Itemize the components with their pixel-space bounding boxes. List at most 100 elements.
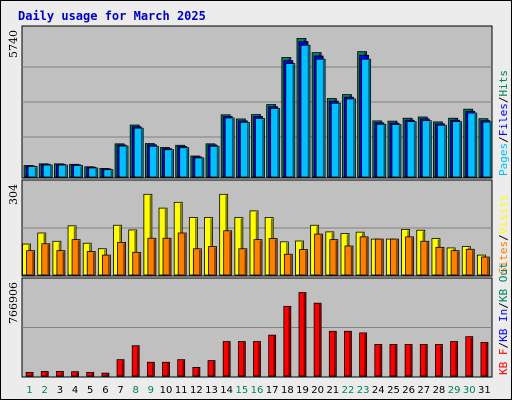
legend-sites-0: Sites [497, 241, 510, 274]
day-label-1: 1 [26, 385, 32, 396]
day-label-6: 6 [102, 385, 108, 396]
bar-sites-11 [177, 232, 187, 276]
legend-kb_in-2: KB In [497, 309, 510, 342]
bar-pages-27 [421, 120, 432, 178]
bar-kb_f-8 [131, 345, 140, 377]
bar-sites-1 [26, 250, 35, 276]
chart-title: Daily usage for March 2025 [18, 9, 206, 23]
legend-hits-4: Hits [497, 70, 510, 97]
bar-sites-20 [314, 233, 324, 276]
bar-pages-5 [88, 167, 99, 178]
day-label-28: 28 [433, 385, 446, 396]
legend-sep-1: / [497, 342, 510, 349]
bar-sites-9 [147, 237, 157, 276]
bar-kb_f-24 [374, 344, 383, 377]
legend-visits-sites: Sites/Visits [497, 195, 510, 275]
legend-kbytes: KB F/KB In/KB Out [497, 262, 510, 375]
bar-sites-10 [162, 237, 172, 276]
bar-pages-30 [467, 112, 478, 178]
bar-kb_f-25 [389, 344, 398, 377]
bar-sites-2 [41, 243, 51, 276]
bar-kb_f-3 [56, 371, 64, 377]
bar-kb_f-29 [450, 341, 458, 377]
day-label-19: 19 [296, 385, 309, 396]
bar-kb_f-4 [71, 371, 79, 377]
bar-sites-15 [238, 248, 248, 276]
legend-sep-1: / [497, 234, 510, 241]
bar-kb_f-23 [359, 332, 368, 377]
bar-kb_f-12 [192, 366, 201, 377]
legend-kb_f-0: KB F [497, 349, 510, 376]
day-label-20: 20 [311, 385, 324, 396]
bar-pages-16 [255, 118, 265, 178]
bar-sites-27 [420, 240, 430, 276]
day-label-4: 4 [72, 385, 78, 396]
ymax-label-visits-sites: 304 [7, 184, 20, 205]
day-label-16: 16 [251, 385, 264, 396]
day-label-3: 3 [57, 385, 63, 396]
day-label-11: 11 [175, 385, 188, 396]
bar-kb_f-19 [298, 292, 307, 377]
day-label-14: 14 [220, 385, 233, 396]
bar-kb_f-26 [404, 344, 413, 377]
legend-sep-3: / [497, 302, 510, 309]
bar-sites-23 [359, 236, 369, 276]
bar-kb_f-31 [480, 342, 489, 377]
bar-pages-8 [133, 127, 144, 178]
bar-pages-4 [73, 165, 83, 178]
day-label-17: 17 [266, 385, 279, 396]
day-label-22: 22 [342, 385, 355, 396]
day-label-26: 26 [402, 385, 415, 396]
bar-pages-22 [346, 98, 356, 178]
bar-kb_f-9 [146, 361, 155, 377]
bar-pages-24 [376, 123, 387, 178]
bar-sites-3 [56, 250, 66, 276]
bar-pages-7 [118, 145, 129, 178]
bar-pages-15 [239, 121, 250, 178]
ymax-label-kbytes: 766906 [7, 282, 20, 324]
bar-sites-13 [208, 246, 217, 276]
bar-pages-25 [391, 124, 402, 178]
legend-kb_out-4: KB Out [497, 262, 510, 302]
bar-pages-10 [164, 149, 174, 178]
bar-pages-29 [452, 121, 462, 178]
legend-files-2: Files [497, 103, 510, 136]
legend-sep-1: / [497, 136, 510, 143]
bar-pages-21 [330, 102, 341, 178]
bar-pages-9 [148, 145, 159, 178]
bar-pages-20 [315, 58, 326, 178]
day-label-10: 10 [160, 385, 173, 396]
bar-sites-8 [132, 251, 142, 276]
bar-sites-16 [253, 239, 263, 276]
day-label-8: 8 [133, 385, 139, 396]
day-label-2: 2 [42, 385, 48, 396]
day-label-9: 9 [148, 385, 154, 396]
bar-sites-5 [86, 251, 96, 276]
bar-sites-18 [283, 253, 293, 276]
bar-sites-30 [465, 248, 475, 276]
bar-sites-25 [390, 238, 399, 276]
day-label-30: 30 [463, 385, 476, 396]
bar-pages-3 [58, 164, 68, 178]
legend-hits-files-pages: Pages/Files/Hits [497, 70, 510, 176]
bar-pages-23 [361, 58, 372, 178]
day-label-31: 31 [478, 385, 491, 396]
day-label-5: 5 [87, 385, 93, 396]
bar-sites-6 [101, 254, 111, 276]
bar-pages-26 [406, 121, 417, 178]
bar-kb_f-27 [419, 344, 428, 377]
bar-pages-2 [42, 164, 53, 178]
bar-kb_f-16 [253, 341, 261, 377]
bar-kb_f-28 [435, 344, 443, 377]
bar-pages-31 [482, 121, 493, 178]
bar-sites-4 [71, 239, 81, 276]
bar-pages-18 [285, 63, 296, 178]
bar-pages-1 [27, 166, 38, 178]
ymax-label-hits-files-pages: 5740 [7, 30, 20, 58]
bar-kb_f-5 [86, 371, 95, 377]
bar-pages-6 [103, 169, 114, 178]
day-label-12: 12 [190, 385, 203, 396]
bar-kb_f-22 [344, 330, 352, 377]
